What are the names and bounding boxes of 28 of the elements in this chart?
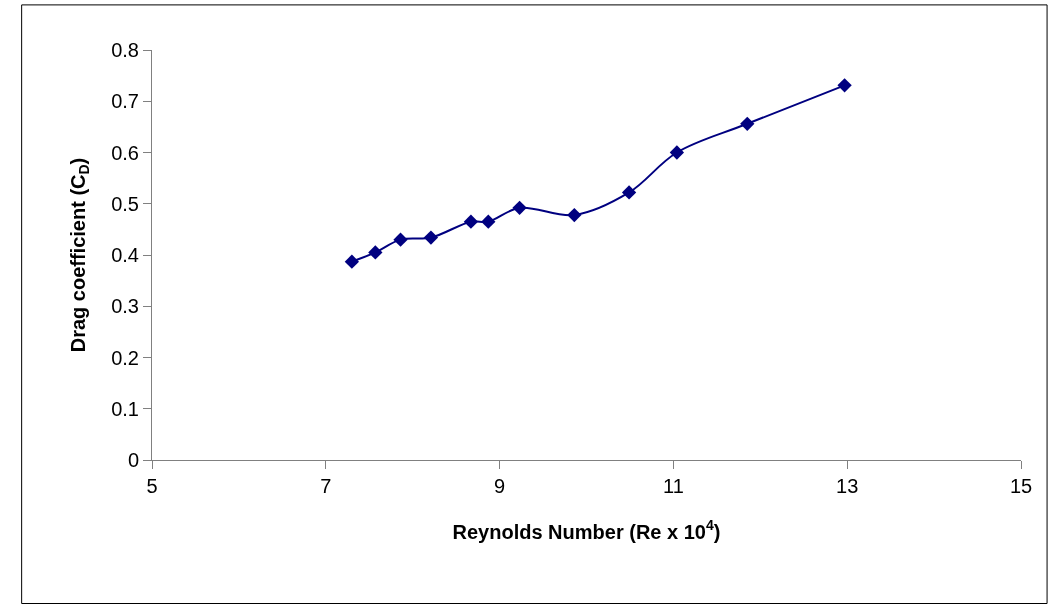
y-tick-label: 0.8: [111, 39, 139, 61]
x-tick-label: 15: [1009, 475, 1033, 497]
x-tick-label: 11: [663, 475, 684, 497]
y-tick-label: 0.4: [111, 244, 139, 266]
x-tick-label: 13: [836, 475, 859, 497]
x-tick-label: 7: [320, 475, 332, 497]
y-tick-label: 0.6: [111, 141, 139, 164]
y-tick-label: 0.5: [111, 192, 139, 215]
point: [512, 200, 527, 215]
y-tick-label: 0.3: [111, 295, 139, 318]
x-tick-label: 9: [494, 475, 506, 497]
y-tick-label: 0.7: [111, 90, 139, 113]
point: [423, 230, 439, 245]
y-tick-label: 0: [127, 449, 139, 471]
point: [669, 145, 685, 160]
point: [368, 245, 383, 260]
y-tick-label: 0.1: [111, 397, 139, 420]
point: [837, 78, 852, 93]
x-axis-title: Reynolds Number (Re x 10$^{4}$): [452, 517, 721, 543]
point: [344, 254, 360, 269]
point: [567, 207, 582, 223]
point: [740, 116, 755, 131]
point: [463, 214, 479, 229]
point: [621, 185, 637, 200]
y-tick-label: 0.2: [111, 346, 139, 369]
point: [393, 232, 408, 247]
x-tick-label: 5: [146, 475, 158, 497]
point: [481, 214, 496, 229]
